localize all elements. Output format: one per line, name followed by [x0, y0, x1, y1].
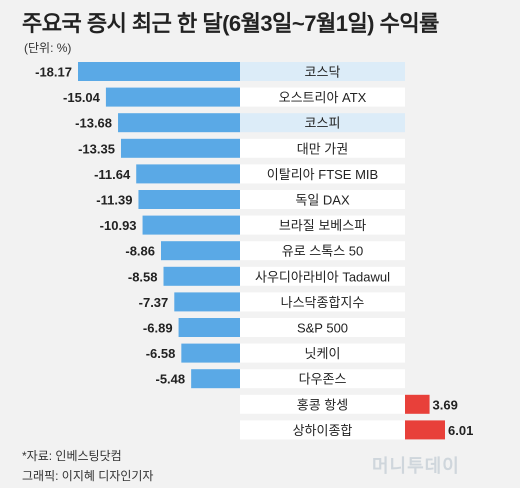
value-label: -11.39 [96, 193, 132, 208]
value-label: -6.89 [143, 321, 173, 336]
value-label: 3.69 [433, 397, 458, 412]
bar [178, 318, 240, 337]
category-label: 상하이종합 [293, 423, 353, 438]
bar [120, 138, 240, 158]
bar [118, 113, 240, 133]
chart-title: 주요국 증시 최근 한 달(6월3일~7월1일) 수익률 [22, 11, 439, 36]
value-label: -8.86 [125, 244, 155, 259]
category-label: 닛케이 [305, 346, 341, 361]
bar [161, 241, 240, 261]
source-note: *자료: 인베스팅닷컴 [22, 449, 122, 463]
category-label: 유로 스톡스 50 [282, 244, 363, 259]
value-label: -10.93 [100, 218, 137, 233]
value-label: 6.01 [448, 423, 473, 438]
category-label-box [240, 164, 405, 184]
category-label: 대만 가권 [297, 141, 348, 156]
bar [191, 369, 240, 389]
bar [142, 215, 240, 235]
value-label: -18.17 [35, 65, 72, 80]
category-label-box [240, 266, 405, 286]
value-label: -13.68 [75, 116, 112, 131]
value-label: -7.37 [139, 295, 169, 310]
category-label: 사우디아라비아 Tadawul [255, 269, 390, 284]
category-label-box [240, 113, 405, 133]
category-label: 나스닥종합지수 [281, 295, 365, 310]
value-label: -13.35 [78, 141, 115, 156]
value-label: -11.64 [94, 167, 131, 182]
category-label: S&P 500 [297, 321, 348, 336]
watermark-logo: 머니투데이 [372, 456, 460, 476]
bar [78, 62, 240, 81]
category-label: 홍콩 항셍 [297, 397, 348, 412]
value-label: -6.58 [146, 346, 176, 361]
category-label-box [240, 343, 405, 363]
category-label: 이탈리아 FTSE MIB [267, 167, 378, 182]
category-label: 코스피 [305, 116, 341, 131]
category-label: 독일 DAX [295, 193, 350, 208]
category-label-box [240, 241, 405, 261]
category-label: 오스트리아 ATX [279, 90, 367, 105]
value-label: -8.58 [128, 269, 158, 284]
category-label: 브라질 보베스파 [279, 218, 366, 233]
category-label-box [240, 138, 405, 158]
unit-label: (단위: %) [24, 41, 72, 55]
category-label: 다우존스 [299, 372, 347, 387]
bar [105, 87, 241, 107]
category-label-box [240, 292, 405, 312]
category-label-box [240, 190, 405, 209]
bar [136, 164, 240, 184]
category-label-box [240, 87, 405, 107]
category-label-box [240, 369, 405, 389]
bar [405, 394, 430, 414]
category-label-box [240, 62, 405, 81]
bar [181, 343, 240, 363]
graphic-credit: 그래픽: 이지혜 디자인기자 [22, 469, 154, 483]
category-label-box [240, 215, 405, 235]
value-label: -5.48 [156, 372, 186, 387]
bar [138, 190, 240, 209]
bar [163, 266, 240, 286]
bar [174, 292, 240, 312]
category-label-box [240, 318, 405, 337]
category-label-box [240, 394, 405, 414]
bar [405, 420, 445, 440]
value-label: -15.04 [63, 90, 101, 105]
category-label-box [240, 420, 405, 440]
category-label: 코스닥 [305, 65, 341, 80]
